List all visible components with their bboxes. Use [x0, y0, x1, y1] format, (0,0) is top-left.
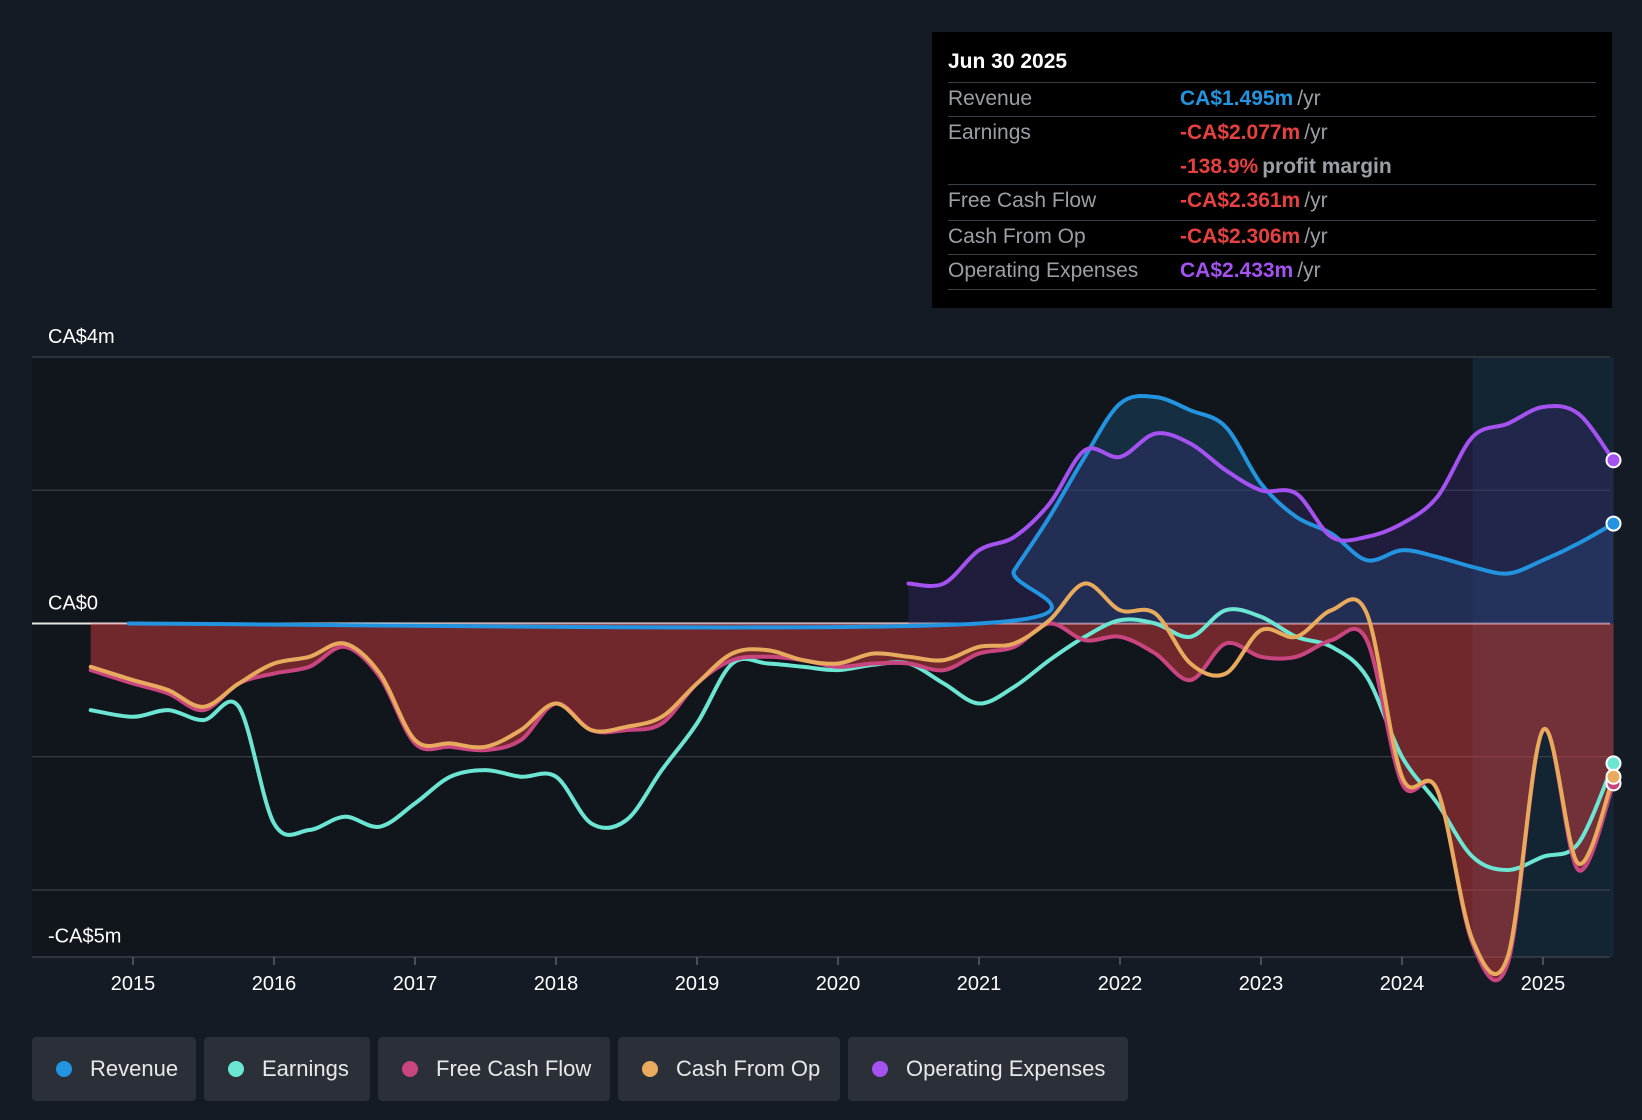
tooltip-date: Jun 30 2025: [948, 50, 1068, 73]
tooltip-value-fcf: -CA$2.361m/yr: [1180, 189, 1328, 212]
legend-label-revenue: Revenue: [90, 1056, 179, 1081]
x-tick-label: 2021: [957, 973, 1002, 995]
x-tick-label: 2015: [111, 973, 156, 995]
legend-dot-earnings: [228, 1061, 244, 1077]
x-tick-label: 2018: [534, 973, 579, 995]
x-tick-label: 2019: [675, 973, 720, 995]
tooltip-row-cfo: Cash From Op -CA$2.306m/yr: [948, 220, 1596, 255]
legend-label-opex: Operating Expenses: [906, 1056, 1106, 1081]
x-tick-label: 2025: [1521, 973, 1566, 995]
legend-dot-cfo: [642, 1061, 658, 1077]
x-tick-label: 2017: [393, 973, 438, 995]
tooltip-label-cfo: Cash From Op: [948, 225, 1086, 248]
tooltip-row-revenue: Revenue CA$1.495m/yr: [948, 82, 1596, 117]
legend-dot-opex: [872, 1061, 888, 1077]
tooltip-label-opex: Operating Expenses: [948, 259, 1139, 282]
x-tick-label: 2016: [252, 973, 297, 995]
tooltip-value-revenue: CA$1.495m/yr: [1180, 87, 1321, 110]
x-tick-label: 2022: [1098, 973, 1143, 995]
legend-item-opex[interactable]: Operating Expenses: [848, 1037, 1128, 1101]
y-axis-label: CA$0: [48, 593, 98, 615]
x-tick-label: 2023: [1239, 973, 1284, 995]
legend-dot-fcf: [402, 1061, 418, 1077]
x-tick-label: 2024: [1380, 973, 1425, 995]
y-axis-labels: CA$4m CA$0 -CA$5m: [48, 326, 121, 948]
tooltip-panel: Jun 30 2025 Revenue CA$1.495m/yr Earning…: [932, 32, 1612, 308]
tooltip-value-cfo: -CA$2.306m/yr: [1180, 225, 1328, 248]
tooltip-value-earnings: -CA$2.077m/yr: [1180, 121, 1328, 144]
legend-item-revenue[interactable]: Revenue: [32, 1037, 196, 1101]
end-markers: [1605, 452, 1622, 792]
tooltip-profit-margin: -138.9% profit margin: [1180, 155, 1392, 178]
legend-item-fcf[interactable]: Free Cash Flow: [378, 1037, 610, 1101]
legend-label-fcf: Free Cash Flow: [436, 1056, 592, 1081]
legend-dot-revenue: [56, 1061, 72, 1077]
tooltip-row-fcf: Free Cash Flow -CA$2.361m/yr: [948, 184, 1596, 219]
free-cash-flow-area: [90, 623, 1614, 981]
cash-from-op-end-marker: [1605, 768, 1622, 785]
legend-item-cfo[interactable]: Cash From Op: [618, 1037, 840, 1101]
tooltip-row-earnings: Earnings -CA$2.077m/yr -138.9% profit mar…: [948, 116, 1596, 185]
cash-from-op-line: [88, 581, 1616, 976]
x-tick-label: 2020: [816, 973, 861, 995]
operating-expenses-end-marker: [1605, 452, 1622, 469]
revenue-line: [126, 393, 1616, 630]
earnings-end-marker: [1605, 755, 1622, 772]
legend-label-cfo: Cash From Op: [676, 1056, 821, 1081]
tooltip-label-fcf: Free Cash Flow: [948, 189, 1097, 212]
tooltip-row-opex: Operating Expenses CA$2.433m/yr: [948, 254, 1596, 290]
y-axis-label: -CA$5m: [48, 926, 121, 948]
revenue-end-marker: [1605, 515, 1622, 532]
gridlines: [32, 356, 1610, 958]
operating-expenses-line: [906, 403, 1616, 588]
legend-item-earnings[interactable]: Earnings: [204, 1037, 370, 1101]
earnings-line: [88, 607, 1616, 872]
tooltip-label-earnings: Earnings: [948, 121, 1031, 144]
legend-label-earnings: Earnings: [262, 1056, 349, 1081]
x-axis: 2015 2016 2017 2018 2019 2020 2021 2022 2023 2024…: [111, 957, 1566, 995]
tooltip-label-revenue: Revenue: [948, 87, 1033, 110]
tooltip-value-opex: CA$2.433m/yr: [1180, 259, 1321, 282]
series-lines: [88, 393, 1616, 983]
y-axis-label: CA$4m: [48, 326, 115, 348]
